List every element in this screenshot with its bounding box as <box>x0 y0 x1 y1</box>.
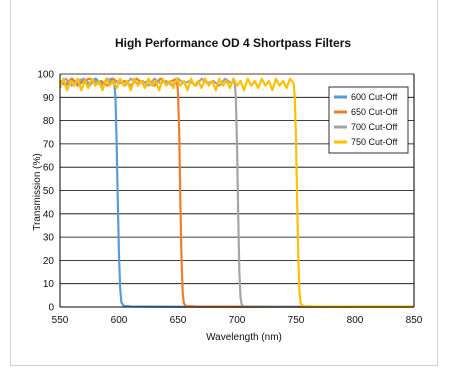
y-tick-label: 50 <box>43 186 55 197</box>
x-tick-label: 550 <box>52 315 69 326</box>
y-tick-label: 30 <box>43 233 55 244</box>
y-tick-labels: 0 10 20 30 40 50 60 70 80 90 100 <box>37 70 54 314</box>
y-tick-label: 80 <box>43 116 55 127</box>
y-tick-label: 0 <box>48 303 54 314</box>
legend-label: 650 Cut-Off <box>351 107 398 117</box>
y-tick-label: 40 <box>43 209 55 220</box>
legend-label: 700 Cut-Off <box>351 122 398 132</box>
legend: 600 Cut-Off 650 Cut-Off 700 Cut-Off 750 Cut… <box>328 86 409 154</box>
x-tick-label: 650 <box>170 315 187 326</box>
x-tick-label: 750 <box>288 315 305 326</box>
x-tick-labels: 550 600 650 700 750 800 850 <box>52 315 423 326</box>
y-tick-label: 100 <box>37 70 54 81</box>
chart-title: High Performance OD 4 Shortpass Filters <box>115 36 351 50</box>
y-tick-label: 70 <box>43 139 55 150</box>
axes <box>59 74 415 308</box>
x-tick-label: 850 <box>406 315 423 326</box>
x-tick-label: 700 <box>229 315 246 326</box>
chart-frame: High Performance OD 4 Shortpass Filters … <box>10 0 438 366</box>
y-tick-label: 60 <box>43 163 55 174</box>
x-tick-label: 800 <box>347 315 364 326</box>
chart: High Performance OD 4 Shortpass Filters … <box>32 36 423 343</box>
legend-label: 600 Cut-Off <box>351 92 398 102</box>
legend-label: 750 Cut-Off <box>351 137 398 147</box>
series-line-4 <box>58 77 414 308</box>
y-tick-label: 20 <box>43 256 55 267</box>
y-tick-label: 10 <box>43 279 55 290</box>
x-axis-label: Wavelength (nm) <box>206 332 282 343</box>
y-tick-label: 90 <box>43 93 55 104</box>
y-axis-label: Transmission (%) <box>32 153 43 230</box>
x-tick-label: 600 <box>111 315 128 326</box>
